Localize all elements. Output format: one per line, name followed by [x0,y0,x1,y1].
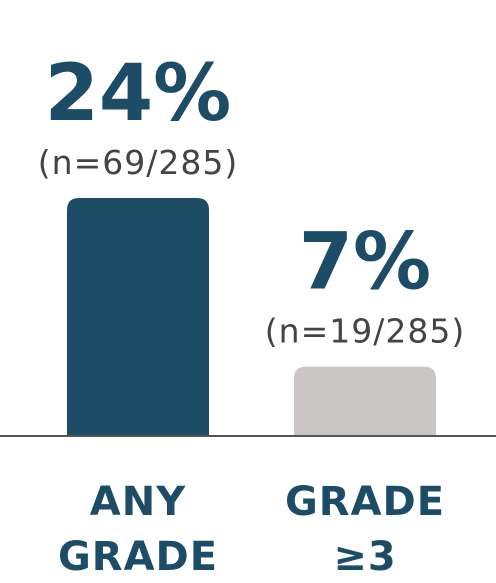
category-label: GRADE [285,479,445,525]
value-label: 24% [45,49,232,139]
value-label: 7% [299,218,431,308]
category-label: ≥3 [333,534,396,580]
count-label: (n=19/285) [265,312,465,351]
category-label: GRADE [58,534,218,580]
bar-grade-3-plus [294,366,436,436]
count-label: (n=69/285) [38,143,238,182]
bars-group [67,198,436,436]
labels-group: 24% (n=69/285) ANY GRADE 7% (n=19/285) GRADE ≥3 [38,49,465,580]
category-label: ANY [90,479,186,525]
bar-any-grade [67,198,209,436]
